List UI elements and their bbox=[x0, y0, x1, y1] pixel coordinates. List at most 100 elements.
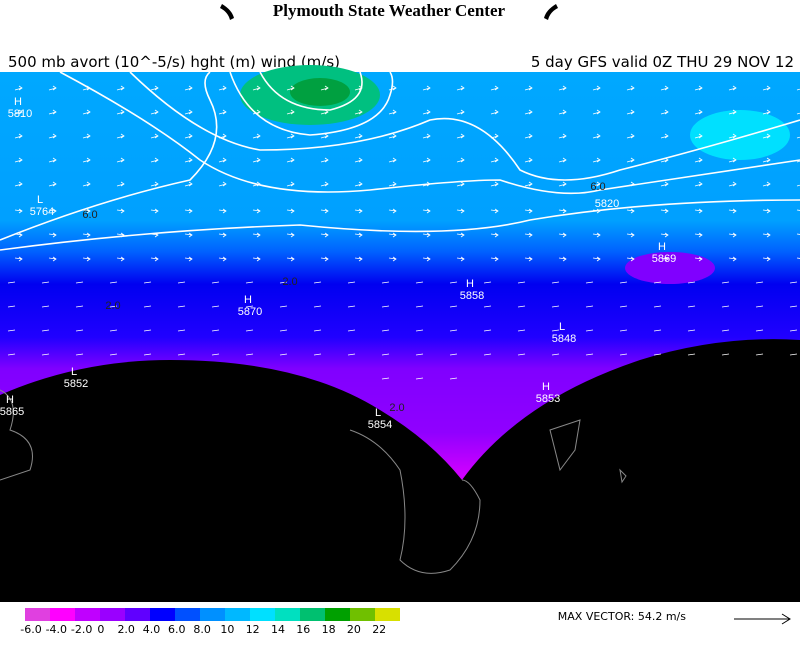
center-type: L bbox=[37, 194, 43, 206]
wind-arrow bbox=[789, 281, 798, 284]
wind-arrow bbox=[286, 256, 295, 262]
wind-arrow bbox=[721, 305, 730, 308]
wind-arrow bbox=[245, 353, 254, 356]
colorbar-swatch bbox=[100, 608, 125, 621]
wind-arrow bbox=[184, 85, 193, 91]
wind-arrow bbox=[279, 353, 288, 356]
wind-arrow bbox=[320, 181, 329, 187]
wind-arrow bbox=[286, 208, 295, 214]
wind-arrow bbox=[694, 181, 703, 187]
wind-arrow bbox=[388, 181, 397, 187]
wind-arrow bbox=[41, 281, 50, 284]
wind-arrow bbox=[422, 109, 431, 115]
wind-arrow bbox=[558, 256, 567, 262]
max-vector-label: MAX VECTOR: 54.2 m/s bbox=[558, 610, 686, 623]
colorbar-swatch bbox=[375, 608, 400, 621]
wind-arrow bbox=[41, 353, 50, 356]
wind-arrow bbox=[592, 181, 601, 187]
wind-arrow bbox=[313, 305, 322, 308]
wind-arrow bbox=[422, 181, 431, 187]
wind-arrow bbox=[687, 329, 696, 332]
wind-arrow bbox=[728, 157, 737, 163]
wind-arrow bbox=[320, 133, 329, 139]
wind-arrow bbox=[660, 109, 669, 115]
wind-arrow bbox=[7, 329, 16, 332]
wind-arrow bbox=[143, 305, 152, 308]
wind-arrow bbox=[245, 281, 254, 284]
wind-arrow bbox=[694, 85, 703, 91]
wind-arrow bbox=[796, 160, 800, 163]
wind-arrow bbox=[82, 85, 91, 91]
wind-arrow bbox=[252, 109, 261, 115]
wind-arrow bbox=[347, 305, 356, 308]
wind-arrow bbox=[218, 181, 227, 187]
wind-arrow bbox=[14, 109, 23, 115]
colorbar-swatch bbox=[275, 608, 300, 621]
wind-arrow bbox=[82, 208, 91, 214]
wind-arrow bbox=[347, 281, 356, 284]
vort-area bbox=[690, 110, 790, 160]
colorbar-swatch bbox=[25, 608, 50, 621]
wind-arrow bbox=[143, 329, 152, 332]
wind-arrow bbox=[218, 232, 227, 238]
wind-arrow bbox=[449, 353, 458, 356]
wind-arrow bbox=[728, 232, 737, 238]
wind-arrow bbox=[109, 329, 118, 332]
wind-arrow bbox=[320, 232, 329, 238]
wind-arrow bbox=[551, 281, 560, 284]
wind-arrow bbox=[456, 157, 465, 163]
wind-arrow bbox=[422, 232, 431, 238]
wind-arrow bbox=[755, 329, 764, 332]
wind-arrow bbox=[490, 232, 499, 238]
wind-arrow bbox=[109, 305, 118, 308]
colorbar-swatch bbox=[150, 608, 175, 621]
wind-arrow bbox=[728, 133, 737, 139]
wind-arrow bbox=[660, 256, 669, 262]
wind-arrow bbox=[517, 281, 526, 284]
center-type: H bbox=[244, 294, 252, 306]
contour-label: 6.0 bbox=[590, 181, 605, 193]
wind-arrow bbox=[660, 181, 669, 187]
center-value: 5858 bbox=[460, 290, 484, 302]
wind-arrow bbox=[490, 109, 499, 115]
wind-arrow bbox=[517, 329, 526, 332]
center-value: 5852 bbox=[64, 378, 88, 390]
wind-arrow bbox=[320, 208, 329, 214]
max-vector-arrow bbox=[734, 613, 791, 625]
wind-arrow bbox=[184, 181, 193, 187]
colorbar-label: 22 bbox=[372, 623, 386, 636]
wind-arrow bbox=[150, 157, 159, 163]
wind-arrow bbox=[320, 85, 329, 91]
wind-arrow bbox=[626, 85, 635, 91]
wind-arrow bbox=[7, 305, 16, 308]
wind-arrow bbox=[184, 133, 193, 139]
wind-arrow bbox=[789, 353, 798, 356]
wind-arrow bbox=[286, 157, 295, 163]
wind-arrow bbox=[585, 353, 594, 356]
wind-arrow bbox=[150, 208, 159, 214]
wind-arrow bbox=[150, 181, 159, 187]
right-subtitle: 5 day GFS valid 0Z THU 29 NOV 12 bbox=[531, 53, 794, 71]
wind-arrow bbox=[524, 232, 533, 238]
wind-arrow bbox=[354, 85, 363, 91]
wind-arrow bbox=[558, 232, 567, 238]
wind-arrow bbox=[490, 133, 499, 139]
wind-arrow bbox=[524, 109, 533, 115]
wind-arrow bbox=[694, 256, 703, 262]
wind-arrow bbox=[721, 353, 730, 356]
wind-arrow bbox=[184, 256, 193, 262]
wind-arrow bbox=[388, 232, 397, 238]
wind-arrow bbox=[524, 208, 533, 214]
wind-arrow bbox=[449, 281, 458, 284]
wind-arrow bbox=[116, 85, 125, 91]
wind-arrow bbox=[660, 232, 669, 238]
wind-arrow bbox=[388, 109, 397, 115]
wind-arrow bbox=[619, 353, 628, 356]
wind-arrow bbox=[626, 157, 635, 163]
wind-arrow bbox=[116, 181, 125, 187]
wind-arrow bbox=[279, 329, 288, 332]
wind-arrow bbox=[286, 181, 295, 187]
wind-arrow bbox=[721, 281, 730, 284]
contour-label: 6.0 bbox=[82, 209, 97, 221]
